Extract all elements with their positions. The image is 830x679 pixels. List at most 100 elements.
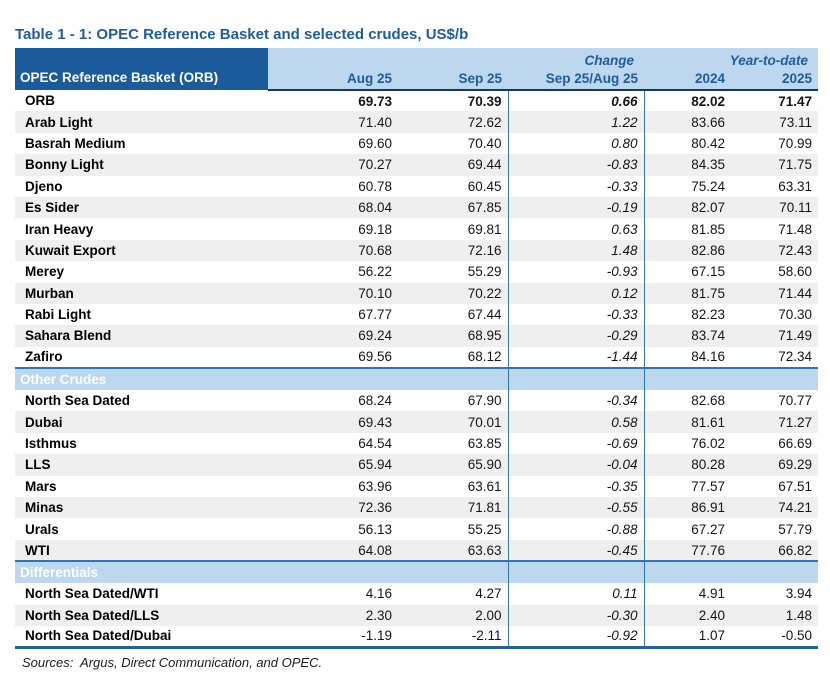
- value-cell: 81.75: [644, 282, 731, 304]
- value-cell: 4.27: [398, 583, 509, 605]
- sources-note: Sources: Argus, Direct Communication, an…: [22, 654, 323, 670]
- section-filler-cell: [398, 367, 509, 391]
- value-cell: 0.80: [508, 132, 645, 155]
- crude-name: North Sea Dated: [15, 390, 268, 412]
- value-cell: 0.63: [508, 218, 645, 240]
- value-cell: 63.61: [398, 475, 509, 498]
- value-cell: 4.16: [268, 583, 398, 605]
- crude-name: North Sea Dated/WTI: [15, 583, 268, 605]
- crude-name: Minas: [15, 497, 268, 519]
- table-row: North Sea Dated/LLS 2.30 2.00 -0.30 2.40 1.48: [15, 604, 819, 626]
- column-header-change: Sep 25/Aug 25: [508, 68, 644, 91]
- value-cell: 55.29: [398, 261, 509, 283]
- value-cell: -0.88: [508, 518, 645, 540]
- crude-name: Merey: [15, 261, 268, 283]
- table-row: Murban 70.10 70.22 0.12 81.75 71.44: [15, 282, 819, 304]
- value-cell: 70.11: [731, 196, 819, 219]
- value-cell: 2.40: [644, 604, 731, 626]
- value-cell: 66.69: [731, 432, 819, 455]
- table-row: Kuwait Export 70.68 72.16 1.48 82.86 72.43: [15, 239, 819, 262]
- crude-name: Zafiro: [15, 346, 268, 369]
- value-cell: -0.33: [508, 175, 645, 197]
- table-row: Merey 56.22 55.29 -0.93 67.15 58.60: [15, 261, 819, 283]
- section-filler-cell: [268, 560, 398, 584]
- value-cell: 82.02: [644, 90, 731, 112]
- value-cell: 81.61: [644, 411, 731, 433]
- value-cell: -0.19: [508, 196, 645, 219]
- value-cell: 65.90: [398, 454, 509, 476]
- value-cell: 83.74: [644, 325, 731, 347]
- value-cell: -2.11: [398, 625, 509, 648]
- value-cell: 71.44: [731, 282, 819, 304]
- value-cell: -0.92: [508, 625, 645, 648]
- value-cell: 72.34: [731, 346, 819, 369]
- value-cell: 55.25: [398, 518, 509, 540]
- value-cell: 0.11: [508, 583, 645, 605]
- value-cell: -0.04: [508, 454, 645, 476]
- value-cell: 69.60: [268, 132, 398, 155]
- value-cell: 69.44: [398, 154, 509, 176]
- section-filler-cell: [508, 560, 645, 584]
- value-cell: 68.95: [398, 325, 509, 347]
- value-cell: 72.16: [398, 239, 509, 262]
- value-cell: 71.81: [398, 497, 509, 519]
- section-label: Differentials: [15, 560, 268, 584]
- crude-name: Basrah Medium: [15, 132, 268, 155]
- value-cell: -0.33: [508, 303, 645, 326]
- value-cell: 63.63: [398, 539, 509, 562]
- crude-name: Murban: [15, 282, 268, 304]
- value-cell: -1.19: [268, 625, 398, 648]
- crude-name: Dubai: [15, 411, 268, 433]
- column-header-sep-25: Sep 25: [398, 68, 508, 91]
- crude-name: WTI: [15, 539, 268, 562]
- value-cell: 72.62: [398, 111, 509, 133]
- value-cell: 77.57: [644, 475, 731, 498]
- value-cell: 60.78: [268, 175, 398, 197]
- value-cell: 0.66: [508, 90, 645, 112]
- page-title: Table 1 - 1: OPEC Reference Basket and s…: [15, 26, 469, 43]
- value-cell: 83.66: [644, 111, 731, 133]
- value-cell: 63.31: [731, 175, 819, 197]
- value-cell: 71.75: [731, 154, 819, 176]
- value-cell: 72.36: [268, 497, 398, 519]
- value-cell: 86.91: [644, 497, 731, 519]
- value-cell: 1.48: [731, 604, 819, 626]
- value-cell: -0.83: [508, 154, 645, 176]
- value-cell: -1.44: [508, 346, 645, 369]
- table-row: Es Sider 68.04 67.85 -0.19 82.07 70.11: [15, 196, 819, 219]
- value-cell: 80.28: [644, 454, 731, 476]
- crude-name: North Sea Dated/Dubai: [15, 625, 268, 648]
- value-cell: 3.94: [731, 583, 819, 605]
- value-cell: 68.12: [398, 346, 509, 369]
- column-header-2025: 2025: [731, 68, 819, 91]
- table-row: North Sea Dated/Dubai -1.19 -2.11 -0.92 1.07…: [15, 625, 819, 648]
- crude-name: Djeno: [15, 175, 268, 197]
- value-cell: 82.68: [644, 390, 731, 412]
- prices-table: OPEC Reference Basket (ORB) Change Year-…: [15, 48, 819, 649]
- value-cell: 67.77: [268, 303, 398, 326]
- value-cell: 84.35: [644, 154, 731, 176]
- crude-name: Es Sider: [15, 196, 268, 219]
- table-row: Isthmus 64.54 63.85 -0.69 76.02 66.69: [15, 432, 819, 455]
- table-row: LLS 65.94 65.90 -0.04 80.28 69.29: [15, 454, 819, 476]
- table-row: Djeno 60.78 60.45 -0.33 75.24 63.31: [15, 175, 819, 197]
- value-cell: -0.55: [508, 497, 645, 519]
- column-header-aug-25: Aug 25: [268, 68, 398, 91]
- table-row: North Sea Dated/WTI 4.16 4.27 0.11 4.91 3.94: [15, 583, 819, 605]
- value-cell: 75.24: [644, 175, 731, 197]
- value-cell: 2.00: [398, 604, 509, 626]
- crude-name: Rabi Light: [15, 303, 268, 326]
- value-cell: -0.34: [508, 390, 645, 412]
- value-cell: 82.23: [644, 303, 731, 326]
- table-row: Urals 56.13 55.25 -0.88 67.27 57.79: [15, 518, 819, 540]
- value-cell: 56.13: [268, 518, 398, 540]
- value-cell: 64.08: [268, 539, 398, 562]
- value-cell: 74.21: [731, 497, 819, 519]
- value-cell: 67.27: [644, 518, 731, 540]
- value-cell: 69.81: [398, 218, 509, 240]
- table-row: WTI 64.08 63.63 -0.45 77.76 66.82: [15, 539, 819, 562]
- value-cell: 71.48: [731, 218, 819, 240]
- value-cell: 70.68: [268, 239, 398, 262]
- section-filler-cell: [508, 367, 645, 391]
- crude-name: Isthmus: [15, 432, 268, 455]
